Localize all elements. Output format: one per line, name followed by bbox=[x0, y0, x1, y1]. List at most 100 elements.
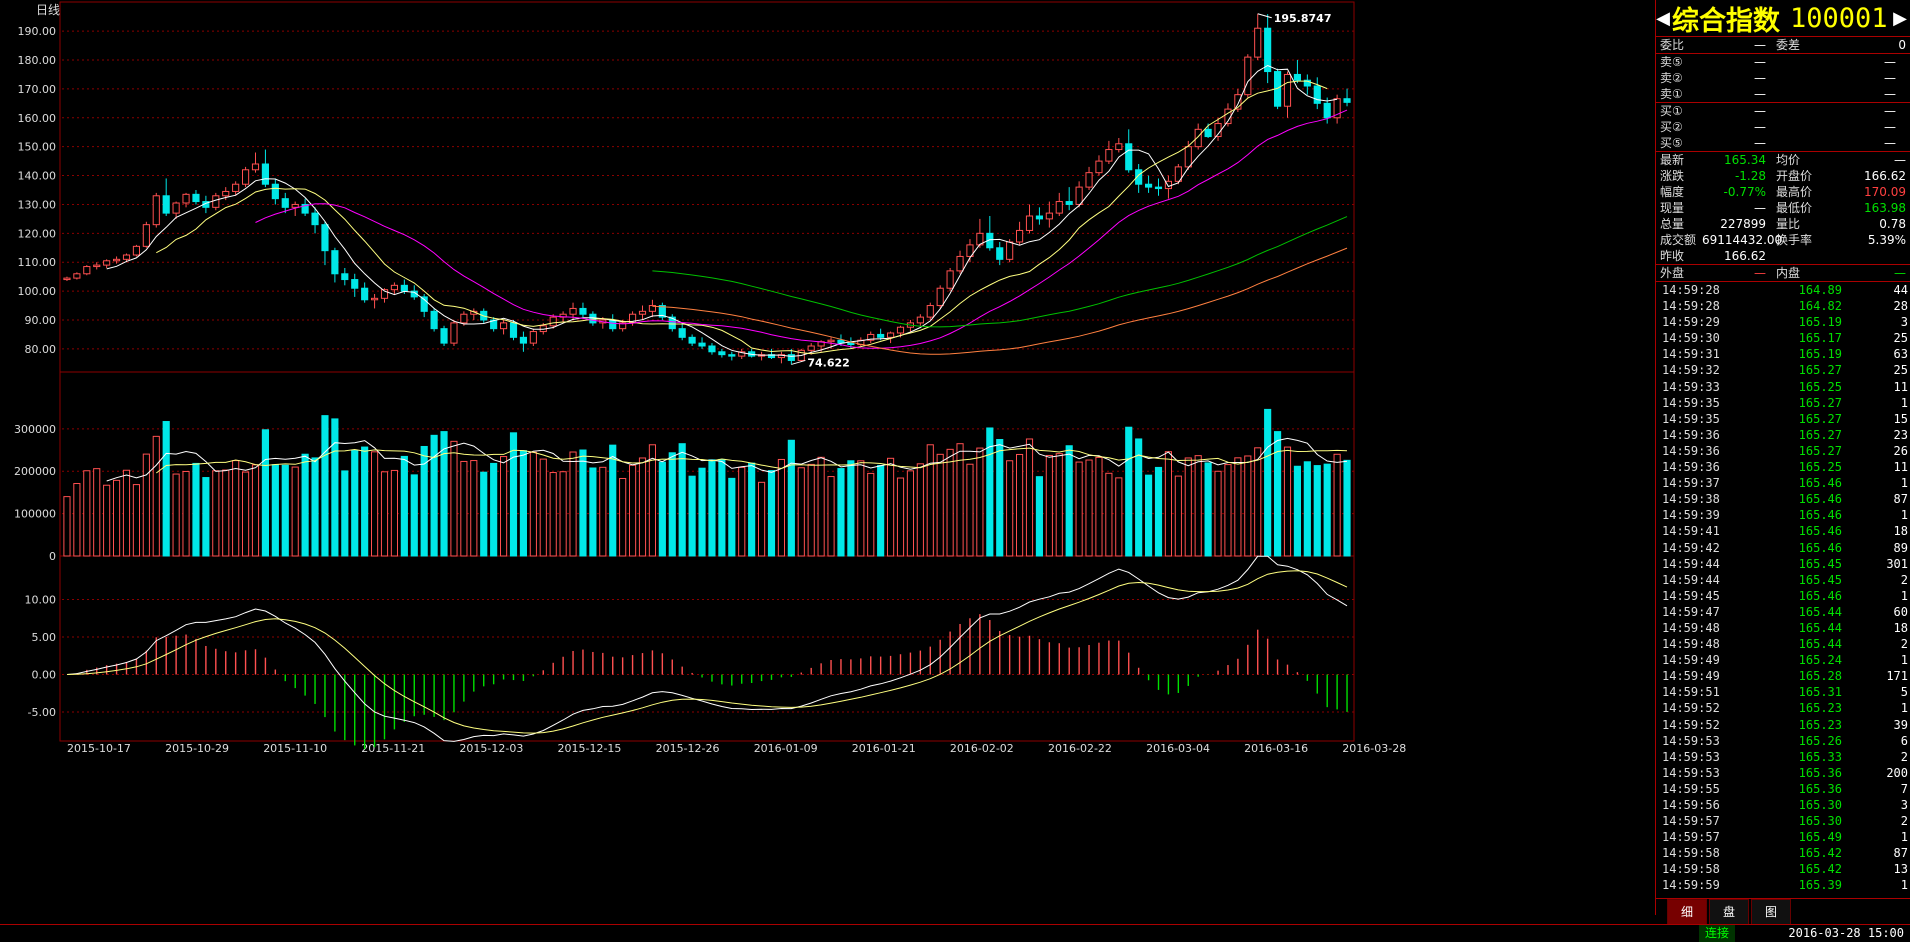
volume-bar bbox=[1194, 455, 1202, 557]
volume-bar bbox=[906, 470, 914, 557]
candle-body bbox=[172, 202, 180, 214]
candle-body bbox=[192, 193, 200, 203]
stat-label: 最低价 bbox=[1776, 201, 1813, 215]
ask-level: 卖② — — bbox=[1656, 70, 1910, 86]
volume-bar bbox=[73, 483, 81, 557]
tick-price: 165.39 bbox=[1798, 878, 1842, 893]
volume-bar bbox=[1164, 451, 1172, 557]
level-volume: — bbox=[1884, 87, 1896, 101]
candle-body bbox=[609, 319, 617, 330]
candle-body bbox=[966, 244, 974, 257]
stat-row: 最新 165.34 均价 — bbox=[1656, 152, 1910, 168]
candle-body bbox=[619, 322, 627, 330]
volume-bar bbox=[579, 449, 587, 557]
outer-value: — bbox=[1754, 266, 1766, 280]
level-price: — bbox=[1754, 136, 1766, 150]
chart-axes: 日线 190.00 180.00 170.00 160.00 150.00 140.00 13… bbox=[14, 3, 1406, 755]
kline-chart[interactable]: 日线 190.00 180.00 170.00 160.00 150.00 140.00 13… bbox=[0, 0, 1655, 924]
date-tick-label: 2016-02-02 bbox=[950, 742, 1014, 755]
candle-body bbox=[688, 336, 696, 344]
tick-volume: 2 bbox=[1900, 814, 1908, 829]
candle-body bbox=[311, 212, 319, 226]
stat-label: 量比 bbox=[1776, 217, 1801, 231]
stat-value: 5.39% bbox=[1867, 233, 1906, 247]
volume-bar bbox=[490, 462, 498, 557]
volume-bar bbox=[718, 458, 726, 557]
candle-body bbox=[1065, 201, 1073, 205]
level-price: — bbox=[1754, 87, 1766, 101]
volume-bar bbox=[857, 460, 865, 557]
tick-row: 14:59:48 165.44 18 bbox=[1656, 620, 1910, 636]
tick-row: 14:59:29 165.19 3 bbox=[1656, 314, 1910, 330]
candle-body bbox=[1016, 229, 1024, 243]
candle-body bbox=[1234, 94, 1242, 110]
stat-label: 最高价 bbox=[1776, 185, 1813, 199]
tick-volume: 1 bbox=[1900, 476, 1908, 491]
volume-bar bbox=[1274, 431, 1282, 557]
prev-arrow-icon[interactable]: ◀ bbox=[1656, 7, 1670, 29]
volume-bar bbox=[1313, 465, 1321, 557]
volume-tick-label: 200000 bbox=[14, 465, 56, 478]
tick-row: 14:59:38 165.46 87 bbox=[1656, 491, 1910, 507]
volume-bar bbox=[619, 477, 627, 557]
stat-value: -1.28 bbox=[1734, 169, 1766, 183]
tick-volume: 11 bbox=[1893, 460, 1908, 475]
date-tick-label: 2016-03-16 bbox=[1244, 742, 1308, 755]
level-label: 卖② bbox=[1660, 71, 1683, 85]
candle-body bbox=[519, 336, 527, 344]
volume-bar bbox=[1174, 475, 1182, 557]
candle-body bbox=[996, 247, 1004, 260]
volume-bar bbox=[63, 496, 71, 557]
volume-bar bbox=[1244, 455, 1252, 557]
tick-row: 14:59:35 165.27 15 bbox=[1656, 411, 1910, 427]
next-arrow-icon[interactable]: ▶ bbox=[1893, 7, 1907, 29]
stat-label: 均价 bbox=[1776, 153, 1801, 167]
price-tick-label: 100.00 bbox=[18, 285, 57, 298]
tick-volume: 5 bbox=[1900, 685, 1908, 700]
tick-volume: 1 bbox=[1900, 508, 1908, 523]
volume-bar bbox=[1016, 453, 1024, 557]
tick-volume: 1 bbox=[1900, 878, 1908, 893]
tick-volume: 18 bbox=[1893, 524, 1908, 539]
candle-body bbox=[1333, 98, 1341, 119]
tick-volume: 11 bbox=[1893, 379, 1908, 394]
tick-time: 14:59:30 bbox=[1662, 331, 1720, 346]
tick-volume: 171 bbox=[1886, 669, 1908, 684]
stat-label: 涨跌 bbox=[1660, 169, 1685, 183]
volume-bar bbox=[519, 450, 527, 557]
volume-bar bbox=[420, 445, 428, 557]
diff-label: 委差 bbox=[1776, 38, 1801, 52]
tick-volume: 87 bbox=[1893, 846, 1908, 861]
candle-body bbox=[331, 250, 339, 275]
price-tick-label: 160.00 bbox=[18, 112, 57, 125]
tick-volume: 1 bbox=[1900, 653, 1908, 668]
volume-bar bbox=[1105, 472, 1113, 557]
candle-body bbox=[1055, 201, 1063, 214]
volume-bar bbox=[460, 460, 468, 557]
tick-time: 14:59:48 bbox=[1662, 637, 1720, 652]
date-tick-label: 2015-11-10 bbox=[263, 742, 327, 755]
candle-body bbox=[1204, 128, 1212, 138]
macd-dea-line bbox=[66, 570, 1348, 734]
volume-bar bbox=[609, 444, 617, 557]
volume-bar bbox=[351, 450, 359, 557]
tick-time: 14:59:59 bbox=[1662, 878, 1720, 893]
ratio-value: — bbox=[1754, 38, 1766, 52]
volume-bar bbox=[500, 456, 508, 557]
volume-bar bbox=[986, 427, 994, 557]
level-label: 买⑤ bbox=[1660, 136, 1683, 150]
candle-body bbox=[301, 203, 309, 214]
macd-tick-label: 5.00 bbox=[32, 631, 57, 644]
stat-value: -0.77% bbox=[1723, 185, 1766, 199]
candle-body bbox=[936, 287, 944, 307]
date-tick-label: 2015-12-26 bbox=[656, 742, 720, 755]
tick-list[interactable]: 14:59:28 164.89 44 14:59:28 164.82 28 14:59:29… bbox=[1656, 282, 1910, 894]
tab-2[interactable]: 图 bbox=[1751, 899, 1791, 925]
tab-0[interactable]: 细 bbox=[1667, 899, 1707, 925]
volume-bar bbox=[410, 474, 418, 557]
tick-time: 14:59:28 bbox=[1662, 283, 1720, 297]
tick-price: 165.27 bbox=[1798, 395, 1842, 410]
tick-row: 14:59:49 165.28 171 bbox=[1656, 668, 1910, 684]
status-bar: 连接 2016-03-28 15:00 bbox=[0, 924, 1910, 942]
tab-1[interactable]: 盘 bbox=[1709, 899, 1749, 925]
